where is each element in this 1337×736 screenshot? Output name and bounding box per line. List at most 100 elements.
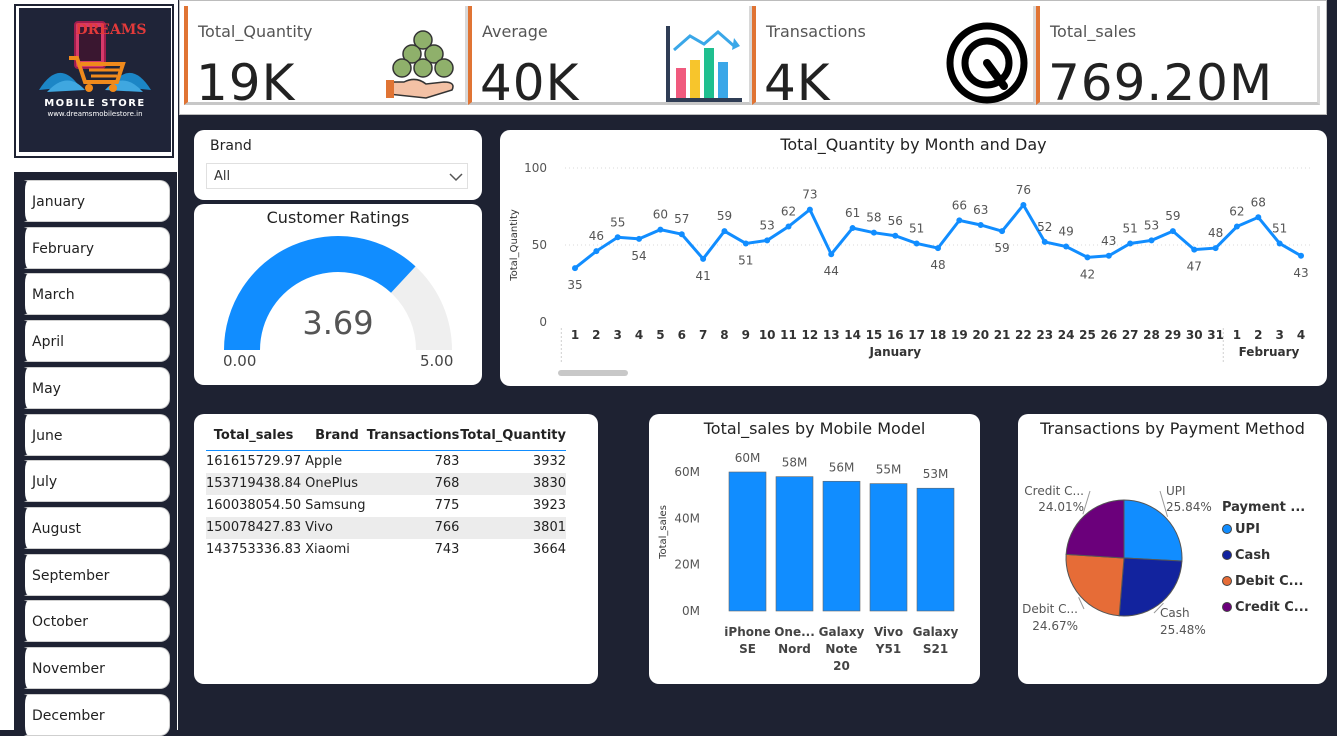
- data-point[interactable]: [1148, 237, 1155, 244]
- bar-value-label: 58M: [782, 456, 808, 470]
- data-point[interactable]: [849, 225, 856, 232]
- table-row[interactable]: 153719438.84 OnePlus 768 3830: [206, 472, 566, 495]
- data-point[interactable]: [935, 245, 941, 252]
- data-point[interactable]: [593, 248, 600, 255]
- data-point[interactable]: [721, 228, 728, 235]
- data-point[interactable]: [806, 206, 813, 213]
- month-button-march[interactable]: March: [18, 273, 170, 316]
- header-brand[interactable]: Brand: [315, 428, 359, 444]
- data-point[interactable]: [657, 226, 664, 233]
- table-row[interactable]: 150078427.83 Vivo 766 3801: [206, 516, 566, 539]
- x-tick-label: 1: [1233, 328, 1241, 342]
- kpi-card-total-quantity[interactable]: Total_Quantity 19K: [184, 6, 468, 112]
- data-point[interactable]: [892, 232, 899, 239]
- x-tick-label: 7: [699, 328, 707, 342]
- data-point[interactable]: [1105, 252, 1112, 259]
- pie-legend-title: Payment ...: [1222, 500, 1306, 515]
- month-button-november[interactable]: November: [18, 647, 170, 689]
- bar-value-label: 53M: [923, 467, 949, 481]
- data-point[interactable]: [1041, 238, 1048, 245]
- data-point[interactable]: [1127, 240, 1134, 247]
- month-button-october[interactable]: October: [18, 600, 170, 643]
- pie-slice[interactable]: [1065, 499, 1125, 559]
- month-button-february[interactable]: February: [18, 226, 170, 269]
- month-button-may[interactable]: May: [18, 366, 170, 409]
- data-point[interactable]: [572, 265, 578, 272]
- month-button-september[interactable]: September: [18, 553, 170, 596]
- month-button-august[interactable]: August: [18, 506, 170, 549]
- data-point[interactable]: [913, 240, 920, 247]
- data-point[interactable]: [1276, 240, 1283, 247]
- x-tick-label: Note: [825, 642, 857, 656]
- table-cell: 768: [434, 476, 460, 491]
- data-point[interactable]: [678, 231, 685, 238]
- x-tick-label: Nord: [778, 642, 811, 656]
- data-point[interactable]: [1233, 223, 1240, 230]
- data-point[interactable]: [1191, 246, 1198, 253]
- data-point[interactable]: [1255, 214, 1262, 221]
- bar-chart-growth-icon: [666, 26, 742, 102]
- data-point[interactable]: [1084, 254, 1091, 261]
- bar[interactable]: [916, 487, 955, 612]
- x-tick-label: 24: [1058, 328, 1075, 342]
- x-tick-label: 31: [1207, 328, 1224, 342]
- data-label: 53: [1144, 218, 1159, 232]
- table-row[interactable]: 143753336.83 Xiaomi 743 3664: [206, 539, 566, 561]
- month-button-december[interactable]: December: [18, 693, 170, 736]
- bar[interactable]: [728, 471, 767, 612]
- brand-dropdown-value: All: [214, 169, 231, 184]
- header-transactions[interactable]: Transactions: [366, 428, 460, 444]
- gauge-title: Customer Ratings: [266, 208, 410, 227]
- legend-item[interactable]: Debit C...: [1222, 574, 1309, 600]
- month-button-june[interactable]: June: [18, 413, 170, 456]
- x-tick-label: 17: [908, 328, 925, 342]
- bar-chart-title: Total_sales by Mobile Model: [703, 419, 926, 438]
- pie-slice[interactable]: [1123, 499, 1183, 562]
- data-point[interactable]: [1298, 252, 1304, 259]
- data-point[interactable]: [636, 235, 643, 242]
- legend-item[interactable]: Credit C...: [1222, 600, 1309, 626]
- legend-item[interactable]: UPI: [1222, 522, 1309, 548]
- table-cell: 3923: [532, 498, 566, 513]
- brand-dropdown[interactable]: All: [206, 163, 468, 189]
- data-point[interactable]: [785, 223, 792, 230]
- table-cell: Samsung: [305, 498, 366, 513]
- data-point[interactable]: [764, 237, 771, 244]
- month-button-july[interactable]: July: [18, 460, 170, 503]
- data-point[interactable]: [700, 255, 707, 262]
- y-tick-label: 40M: [674, 511, 700, 525]
- horizontal-scrollbar[interactable]: [558, 370, 628, 376]
- bar[interactable]: [869, 483, 908, 612]
- table-row[interactable]: 160038054.50 Samsung 775 3923: [206, 495, 566, 517]
- kpi-card-transactions[interactable]: Transactions 4K: [752, 6, 1036, 112]
- data-point[interactable]: [1063, 243, 1070, 250]
- pie-slice[interactable]: [1118, 557, 1183, 617]
- data-point[interactable]: [828, 251, 835, 258]
- legend-item[interactable]: Cash: [1222, 548, 1309, 574]
- bar[interactable]: [822, 480, 861, 612]
- data-point[interactable]: [1212, 245, 1219, 252]
- month-button-january[interactable]: January: [18, 180, 170, 222]
- header-total-sales[interactable]: Total_sales: [213, 428, 294, 444]
- data-point[interactable]: [1020, 201, 1027, 208]
- x-tick-label: 4: [635, 328, 643, 342]
- data-label: 51: [1123, 221, 1138, 235]
- data-point[interactable]: [614, 234, 621, 241]
- data-point[interactable]: [977, 221, 984, 228]
- bar[interactable]: [775, 476, 814, 612]
- header-total-quantity[interactable]: Total_Quantity: [460, 428, 566, 444]
- data-label: 42: [1080, 267, 1095, 281]
- pie-slice[interactable]: [1065, 553, 1125, 617]
- data-point[interactable]: [870, 229, 877, 236]
- data-point[interactable]: [1169, 228, 1176, 235]
- leader-line: [1153, 602, 1164, 614]
- kpi-card-total-sales[interactable]: Total_sales 769.20M: [1036, 6, 1320, 112]
- data-point[interactable]: [956, 217, 963, 224]
- data-point[interactable]: [742, 240, 749, 247]
- kpi-card-average[interactable]: Average 40K: [468, 6, 752, 112]
- data-label: 62: [781, 205, 796, 219]
- x-tick-label: S21: [923, 642, 948, 656]
- month-button-april[interactable]: April: [18, 320, 170, 363]
- data-point[interactable]: [999, 228, 1006, 235]
- table-row[interactable]: 161615729.97 Apple 783 3932: [206, 450, 566, 473]
